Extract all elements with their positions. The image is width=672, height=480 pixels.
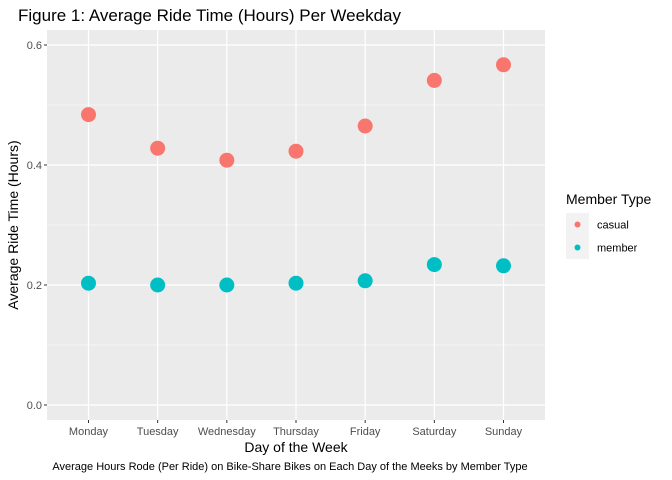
legend-marker-casual (574, 221, 581, 228)
legend-label-member: member (597, 243, 638, 255)
data-point-casual (81, 107, 96, 123)
data-points (81, 57, 511, 293)
y-tick-label: 0.4 (27, 160, 42, 172)
data-point-casual (496, 57, 511, 73)
data-point-casual (357, 118, 373, 134)
x-tick-label: Tuesday (137, 426, 179, 438)
data-point-casual (288, 143, 304, 159)
data-point-member (81, 275, 96, 291)
y-axis-title: Average Ride Time (Hours) (5, 140, 21, 309)
y-tick-label: 0.6 (27, 40, 42, 52)
major-gridlines (47, 30, 545, 420)
data-point-member (357, 273, 373, 289)
data-point-member (219, 277, 235, 293)
y-axis-ticks: 0.0 0.2 0.4 0.6 (27, 40, 47, 412)
legend-title: Member Type (566, 191, 652, 207)
legend-label-casual: casual (597, 220, 629, 232)
data-point-member (150, 277, 166, 293)
x-tick-label: Sunday (485, 426, 523, 438)
x-tick-label: Saturday (412, 426, 457, 438)
y-tick-label: 0.0 (27, 400, 42, 412)
x-tick-label: Thursday (273, 426, 319, 438)
x-axis-ticks: Monday Tuesday Wednesday Thursday Friday Satu… (69, 420, 523, 438)
chart-title: Figure 1: Average Ride Time (Hours) Per … (18, 6, 401, 25)
data-point-casual (219, 152, 235, 168)
data-point-member (426, 257, 442, 273)
legend: Member Type casual member (566, 191, 652, 259)
x-tick-label: Friday (350, 426, 381, 438)
data-point-member (288, 275, 304, 291)
x-tick-label: Wednesday (198, 426, 256, 438)
data-point-casual (426, 72, 442, 88)
x-tick-label: Monday (69, 426, 109, 438)
data-point-member (496, 258, 511, 274)
data-point-casual (150, 140, 166, 156)
x-axis-title: Day of the Week (244, 439, 348, 455)
legend-marker-member (574, 244, 581, 251)
y-tick-label: 0.2 (27, 280, 42, 292)
chart-caption: Average Hours Rode (Per Ride) on Bike-Sh… (52, 461, 527, 473)
